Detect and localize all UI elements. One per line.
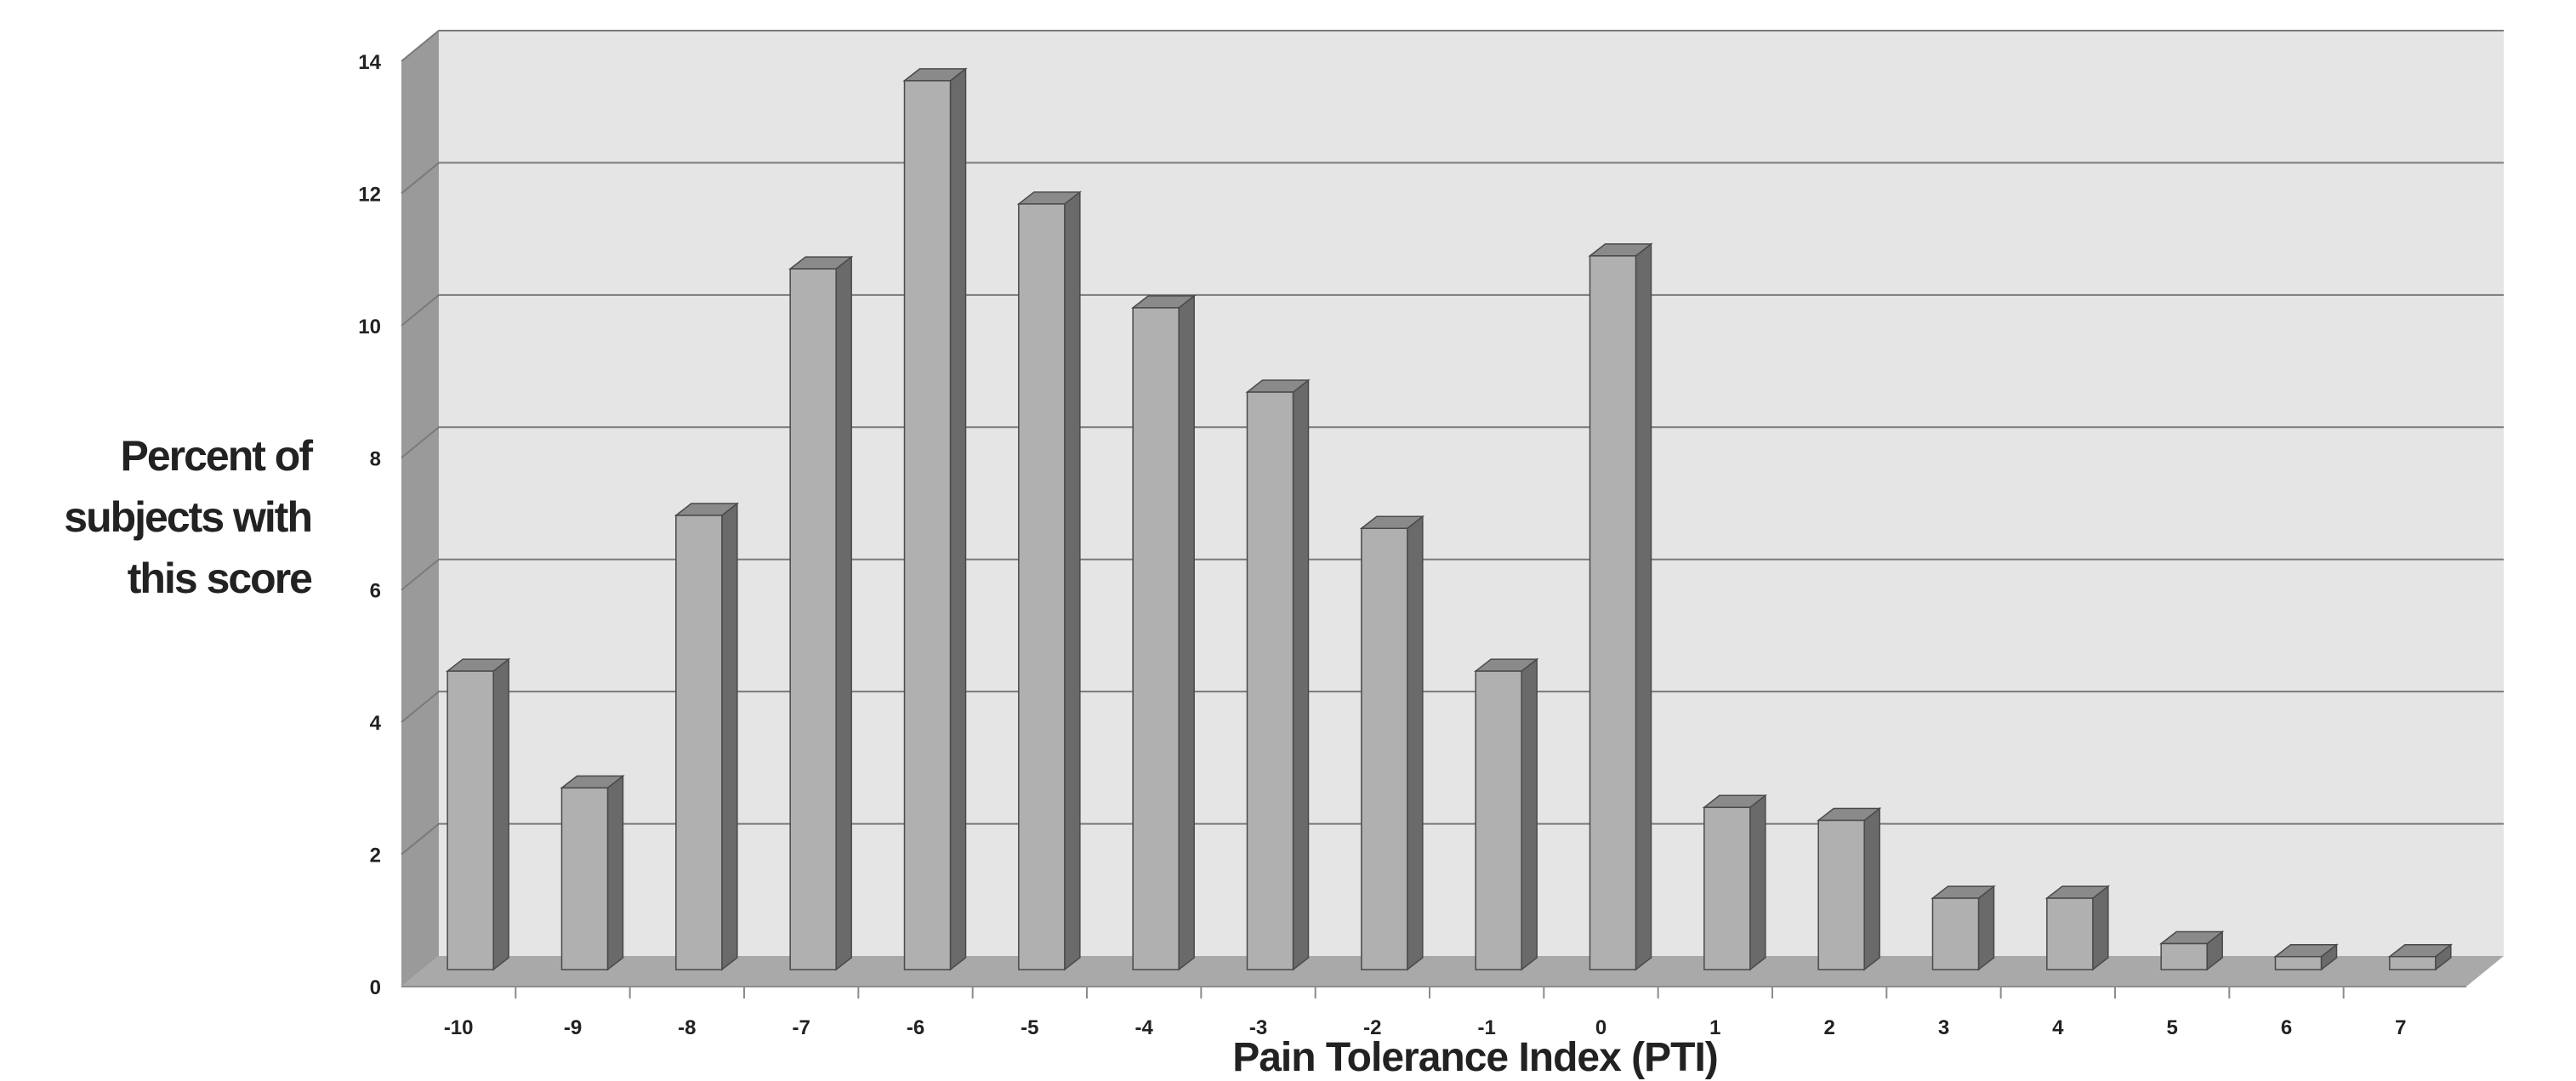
bar-side bbox=[1407, 515, 1424, 971]
x-tick-label: 1 bbox=[1709, 1016, 1720, 1039]
gridline bbox=[401, 426, 2504, 459]
bar-side bbox=[492, 657, 509, 971]
bar bbox=[1018, 203, 1066, 970]
bar-side bbox=[949, 67, 967, 971]
bar bbox=[675, 515, 723, 970]
bar bbox=[1246, 391, 1294, 970]
bar-side bbox=[1178, 294, 1195, 971]
x-tick-label: 3 bbox=[1938, 1016, 1949, 1039]
x-tick-label: -7 bbox=[792, 1016, 810, 1039]
bar-side bbox=[1749, 794, 1766, 971]
bar-side bbox=[1977, 885, 1995, 971]
bar-side bbox=[721, 502, 738, 971]
gridline bbox=[401, 822, 2504, 856]
bar-side bbox=[1521, 657, 1538, 971]
gridline bbox=[401, 293, 2504, 327]
x-tick-label: -2 bbox=[1363, 1016, 1381, 1039]
bar-side bbox=[1064, 191, 1081, 971]
bar bbox=[1931, 897, 1980, 970]
x-tick-label: 6 bbox=[2281, 1016, 2292, 1039]
x-tick-label: 2 bbox=[1823, 1016, 1834, 1039]
y-axis-label-line-3: this score bbox=[127, 555, 313, 602]
bar bbox=[2160, 942, 2208, 970]
y-tick-label: 6 bbox=[370, 580, 381, 603]
bar bbox=[2046, 897, 2094, 970]
x-tick-label: 5 bbox=[2166, 1016, 2177, 1039]
y-axis-label: Percent of subjects with this score bbox=[34, 425, 313, 609]
bar bbox=[1589, 255, 1637, 970]
bar bbox=[1361, 527, 1408, 970]
y-tick-label: 8 bbox=[370, 447, 381, 470]
bar-side bbox=[1635, 242, 1652, 971]
y-axis-label-line-1: Percent of bbox=[120, 432, 313, 480]
bar-side bbox=[1292, 378, 1310, 971]
bar bbox=[2274, 955, 2323, 970]
bar bbox=[2389, 955, 2437, 970]
y-axis-label-line-2: subjects with bbox=[64, 493, 313, 541]
bar bbox=[1703, 806, 1751, 970]
x-axis-label: Pain Tolerance Index (PTI) bbox=[1232, 1035, 1719, 1080]
x-tick-label: 4 bbox=[2052, 1016, 2064, 1039]
y-tick-label: 14 bbox=[358, 51, 381, 74]
y-tick-label: 10 bbox=[358, 316, 381, 339]
x-tick-label: -9 bbox=[564, 1016, 582, 1039]
bar bbox=[903, 80, 952, 970]
x-tick-label: -10 bbox=[444, 1016, 474, 1039]
y-tick-label: 2 bbox=[370, 845, 381, 868]
bar bbox=[446, 670, 494, 970]
gridline bbox=[401, 162, 2504, 195]
bar bbox=[1132, 307, 1180, 970]
x-tick-label: 0 bbox=[1595, 1016, 1606, 1039]
bar bbox=[560, 787, 609, 970]
bar bbox=[1475, 670, 1522, 970]
bar-side bbox=[1863, 807, 1880, 971]
y-tick-label: 0 bbox=[370, 976, 381, 999]
x-tick-label: -3 bbox=[1249, 1016, 1267, 1039]
x-tick-label: -6 bbox=[907, 1016, 924, 1039]
back-wall bbox=[439, 31, 2504, 956]
bar bbox=[789, 268, 837, 970]
y-tick-label: 12 bbox=[358, 183, 381, 206]
x-tick-label: 7 bbox=[2395, 1016, 2406, 1039]
bar-side bbox=[2092, 885, 2109, 971]
gridline bbox=[401, 691, 2504, 723]
x-tick-label: -8 bbox=[678, 1016, 696, 1039]
bar bbox=[1817, 819, 1865, 970]
x-tick-label: -5 bbox=[1021, 1016, 1038, 1039]
bar-side bbox=[835, 255, 852, 971]
gridline bbox=[401, 558, 2504, 591]
x-tick-label: -4 bbox=[1134, 1016, 1153, 1039]
bar-side bbox=[606, 774, 624, 971]
side-wall bbox=[401, 31, 439, 987]
x-tick-label: -1 bbox=[1477, 1016, 1495, 1039]
y-tick-label: 4 bbox=[370, 712, 382, 735]
gridline bbox=[401, 30, 2504, 62]
